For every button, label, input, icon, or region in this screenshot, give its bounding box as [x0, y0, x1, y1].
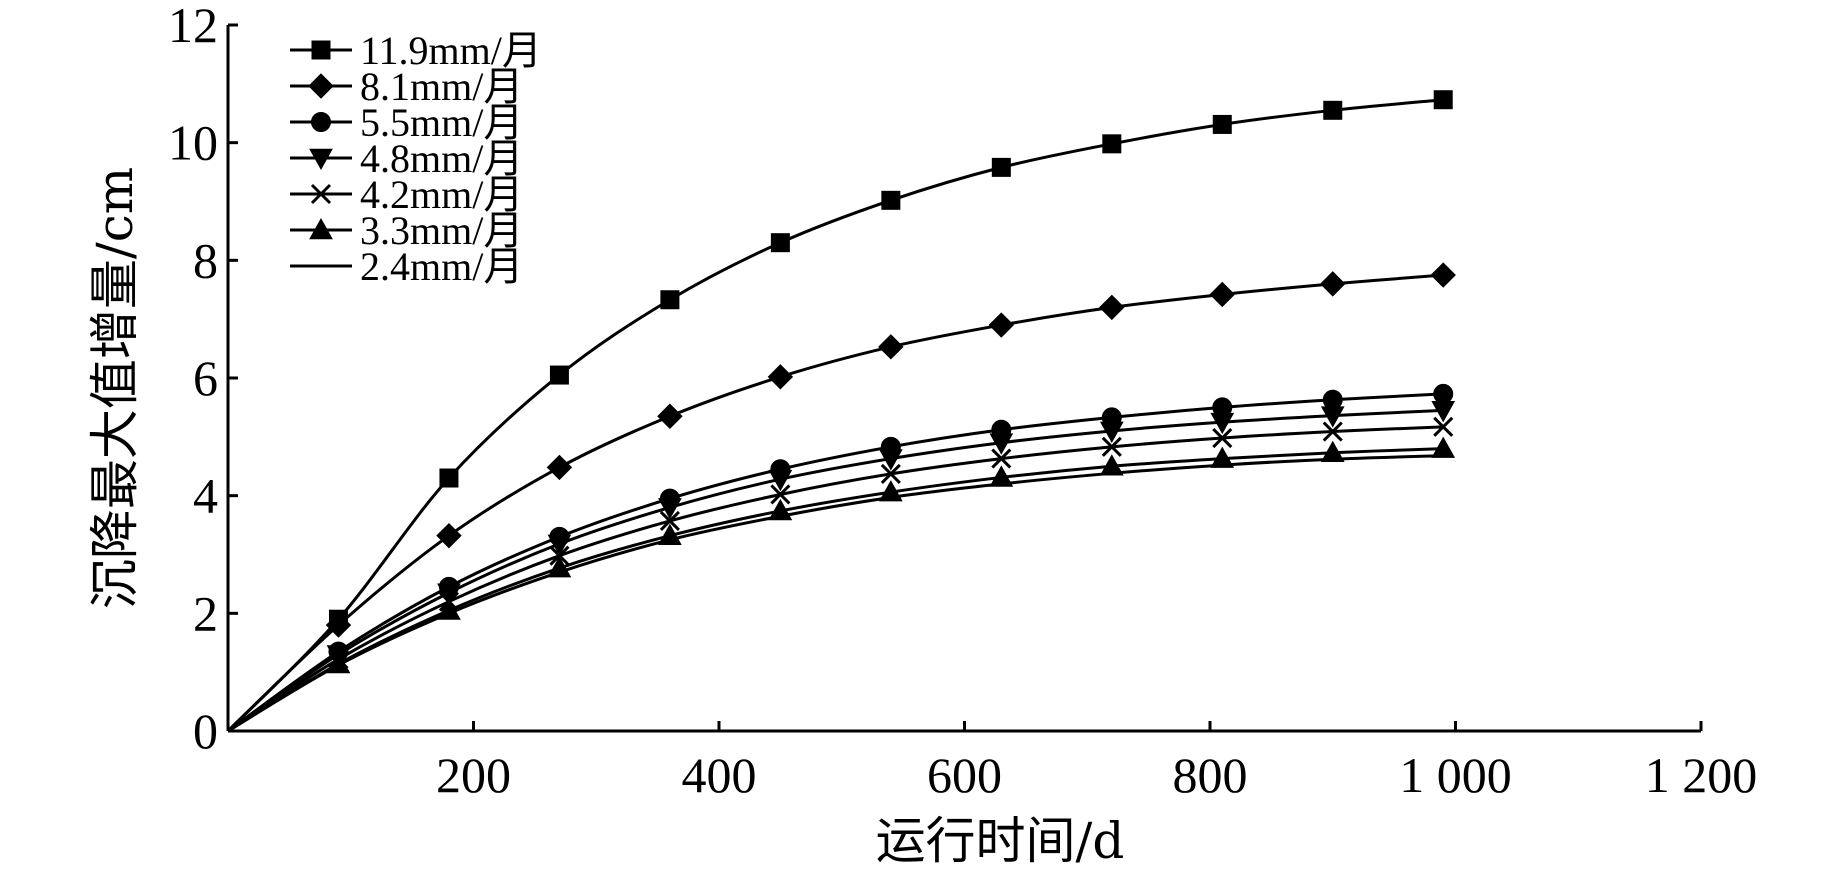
- series-line: [226, 273, 1444, 733]
- series-line: [227, 425, 1444, 733]
- x-tick-label: 800: [1173, 747, 1248, 803]
- data-point: [439, 468, 459, 488]
- series-line: [227, 392, 1444, 733]
- x-tick-label: 1 000: [1399, 747, 1512, 803]
- data-point: [770, 484, 791, 505]
- legend: 11.9mm/月8.1mm/月5.5mm/月4.8mm/月4.2mm/月3.3m…: [290, 28, 542, 289]
- legend-item: 8.1mm/月: [290, 64, 523, 109]
- y-tick-label: 12: [168, 0, 218, 53]
- y-tick-label: 2: [193, 585, 218, 641]
- series-4-2mm: [227, 416, 1454, 733]
- legend-item: 4.2mm/月: [290, 172, 523, 217]
- data-point: [1323, 100, 1343, 120]
- y-tick-label: 8: [193, 232, 218, 288]
- series-3-3mm: [227, 436, 1456, 733]
- data-point: [991, 157, 1011, 177]
- data-point: [1433, 416, 1454, 437]
- series-line: [227, 408, 1444, 733]
- series-4-8mm: [227, 401, 1456, 733]
- legend-item: 11.9mm/月: [290, 28, 542, 73]
- data-point: [880, 463, 901, 484]
- data-point: [1430, 262, 1456, 288]
- legend-item: 5.5mm/月: [290, 100, 523, 145]
- data-point: [1210, 446, 1235, 468]
- data-point: [437, 583, 461, 605]
- data-point: [1210, 412, 1235, 435]
- legend-marker: [309, 148, 333, 171]
- x-tick-label: 200: [436, 747, 511, 803]
- legend-marker: [310, 183, 332, 205]
- data-point: [1433, 383, 1454, 404]
- y-axis-title: 沉降最大值增量/cm: [86, 167, 144, 609]
- x-axis-title: 运行时间/d: [876, 812, 1125, 870]
- series-11-9mm: [226, 90, 1453, 733]
- series-2-4mm: [227, 454, 1444, 733]
- legend-marker: [311, 112, 331, 132]
- y-tick-label: 6: [193, 350, 218, 406]
- series-group: [226, 90, 1456, 733]
- data-point: [1099, 294, 1125, 321]
- data-point: [1433, 90, 1453, 110]
- data-point: [657, 403, 683, 429]
- y-tick-label: 10: [168, 115, 218, 171]
- data-point: [436, 522, 462, 549]
- legend-label: 5.5mm/月: [360, 100, 523, 145]
- x-tick-label: 600: [927, 747, 1002, 803]
- data-point: [991, 448, 1012, 469]
- data-point: [1099, 421, 1124, 443]
- data-point: [1320, 406, 1345, 428]
- legend-label: 11.9mm/月: [360, 28, 542, 73]
- data-point: [989, 433, 1014, 455]
- data-point: [878, 334, 904, 360]
- legend-item: 4.8mm/月: [290, 136, 523, 181]
- data-point: [1212, 427, 1233, 449]
- data-point: [1320, 440, 1345, 463]
- data-point: [1431, 401, 1456, 423]
- data-point: [988, 312, 1015, 338]
- data-point: [549, 365, 569, 385]
- data-point: [1431, 436, 1456, 458]
- legend-label: 4.2mm/月: [360, 172, 523, 217]
- series-line: [227, 447, 1444, 733]
- legend-label: 8.1mm/月: [360, 64, 523, 109]
- series-line: [227, 454, 1444, 733]
- x-tick-label: 400: [682, 747, 757, 803]
- data-point: [1212, 114, 1232, 134]
- legend-marker: [311, 40, 331, 60]
- data-point: [325, 612, 352, 638]
- legend-item: 3.3mm/月: [290, 208, 523, 253]
- data-point: [549, 545, 570, 566]
- data-point: [658, 498, 682, 520]
- legend-label: 3.3mm/月: [360, 208, 523, 253]
- data-point: [546, 454, 573, 481]
- data-point: [1322, 421, 1343, 442]
- data-point: [881, 190, 901, 210]
- data-point: [660, 290, 680, 310]
- data-point: [1101, 436, 1122, 457]
- data-point: [879, 449, 903, 471]
- series-8-1mm: [226, 262, 1456, 733]
- y-tick-label: 4: [193, 468, 218, 524]
- data-point: [1320, 271, 1346, 297]
- data-point: [767, 364, 794, 390]
- ticks: 200 400 600 800 1 000 1 200 0 2 4 6 8 10 12: [168, 0, 1757, 803]
- data-point: [659, 510, 680, 532]
- data-point: [768, 469, 793, 492]
- data-point: [989, 465, 1014, 487]
- data-point: [1209, 281, 1235, 308]
- legend-marker: [308, 73, 334, 99]
- x-tick-label: 1 200: [1645, 747, 1758, 803]
- legend-item: 2.4mm/月: [290, 244, 523, 289]
- legend-marker: [309, 217, 333, 240]
- data-point: [1102, 134, 1122, 154]
- data-point: [547, 534, 572, 556]
- legend-label: 2.4mm/月: [360, 244, 523, 289]
- data-point: [1099, 454, 1124, 476]
- legend-label: 4.8mm/月: [360, 136, 523, 181]
- y-tick-label: 0: [193, 703, 218, 759]
- data-point: [770, 233, 790, 253]
